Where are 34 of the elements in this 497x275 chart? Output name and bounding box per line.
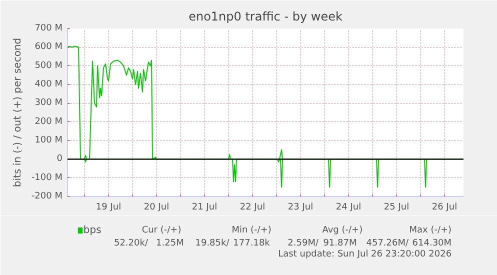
x-tick-label: 26 Jul (432, 202, 458, 212)
x-tick-label: 24 Jul (336, 202, 362, 212)
chart-title: eno1np0 traffic - by week (188, 10, 342, 24)
y-tick-label: -100 M (31, 172, 63, 183)
x-tick-label: 19 Jul (96, 202, 122, 212)
y-axis-title: bits in (-) / out (+) per second (12, 38, 24, 188)
text: Avg (-/+) (322, 226, 363, 236)
y-tick-label: 400 M (34, 80, 63, 90)
y-tick-label: 200 M (34, 116, 63, 127)
y-tick-label: 0 (56, 154, 63, 164)
x-tick-label: 20 Jul (144, 202, 170, 212)
text: 19.85k/ (195, 238, 230, 248)
text: 91.87M (323, 238, 357, 248)
text: 1.25M (156, 238, 184, 248)
text: 614.30M (412, 238, 452, 248)
text: Cur (-/+) (142, 226, 182, 236)
x-tick-label: 23 Jul (288, 202, 314, 212)
y-tick-label: -200 M (31, 192, 63, 202)
text: 177.18k (233, 238, 271, 248)
x-tick-label: 22 Jul (240, 202, 266, 212)
text: Max (-/+) (409, 226, 452, 236)
text: 457.26M/ (366, 238, 410, 248)
y-tick-label: 100 M (34, 136, 63, 146)
x-tick-label: 21 Jul (192, 202, 218, 212)
legend-label: bps (83, 225, 102, 236)
y-tick-label: 500 M (34, 60, 63, 71)
y-tick-label: 700 M (34, 24, 63, 34)
text: Min (-/+) (232, 226, 272, 236)
y-tick-label: 300 M (34, 98, 63, 108)
text: 2.59M/ (288, 238, 320, 248)
text: Last update: Sun Jul 26 23:20:00 2026 (278, 250, 452, 260)
y-tick-label: 600 M (34, 42, 63, 52)
text: 52.20k/ (114, 238, 149, 248)
x-tick-label: 25 Jul (384, 202, 410, 212)
